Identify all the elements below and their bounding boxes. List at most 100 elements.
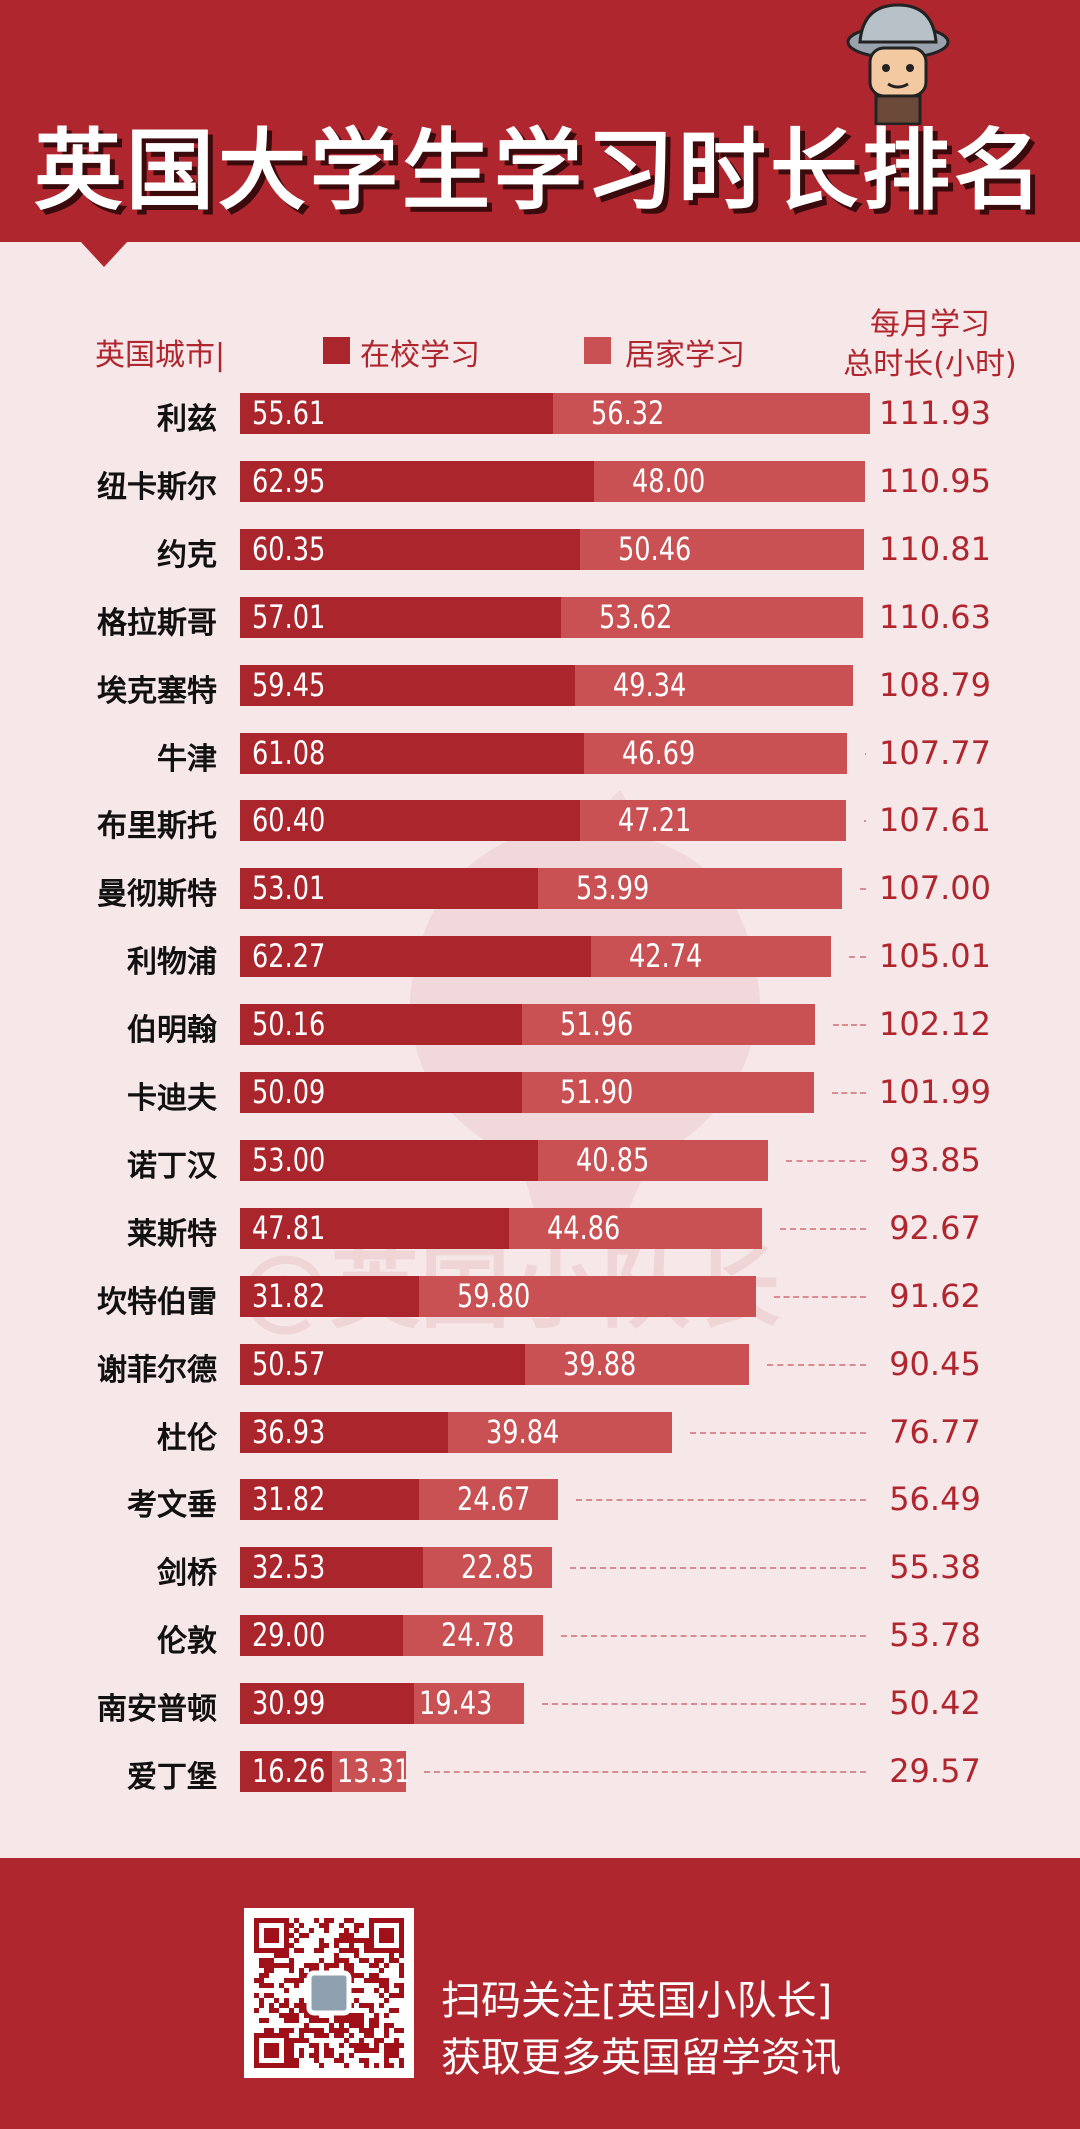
bar-home <box>447 1411 673 1453</box>
total-header-line1: 每月学习 <box>870 307 990 342</box>
bar-school <box>240 1615 404 1657</box>
value-home: 48.00 <box>632 461 706 500</box>
city-label: 伦敦 <box>157 1624 217 1660</box>
total-value: 92.67 <box>889 1208 981 1247</box>
bar-school <box>240 1479 420 1521</box>
leader-line <box>786 1159 866 1162</box>
total-value: 50.42 <box>889 1684 981 1723</box>
page-title: 英国大学生学习时长排名 <box>33 119 1046 222</box>
bar-home <box>560 596 863 638</box>
city-label: 卡迪夫 <box>127 1081 217 1116</box>
bar-school <box>240 1139 539 1181</box>
bar-school <box>240 1547 424 1589</box>
bar-home <box>524 1343 750 1385</box>
legend-home-swatch <box>584 337 611 364</box>
bar-school <box>240 1004 523 1046</box>
value-school: 31.82 <box>252 1276 326 1315</box>
bar-home <box>553 393 871 434</box>
legend-home-label: 居家学习 <box>625 338 745 373</box>
bar-home <box>590 936 832 978</box>
total-value: 91.62 <box>889 1276 981 1315</box>
city-label: 剑桥 <box>157 1556 217 1592</box>
value-home: 46.69 <box>621 733 696 772</box>
city-label: 莱斯特 <box>127 1216 217 1252</box>
value-school: 32.53 <box>252 1548 326 1587</box>
bar-home <box>580 800 846 842</box>
leader-line <box>560 1635 866 1638</box>
bar-school <box>240 596 561 638</box>
bar-home <box>419 1479 559 1521</box>
value-school: 50.09 <box>252 1073 326 1111</box>
city-label: 格拉斯哥 <box>97 605 217 641</box>
leader-line <box>767 1363 866 1366</box>
bar-home <box>403 1615 543 1657</box>
value-home: 39.88 <box>562 1344 637 1383</box>
total-value: 107.00 <box>879 869 991 908</box>
city-label: 南安普顿 <box>97 1692 217 1728</box>
value-home: 50.46 <box>617 529 692 568</box>
city-label: 曼彻斯特 <box>97 877 217 913</box>
legend-city-label: 英国城市| <box>95 338 226 373</box>
bar-home <box>583 732 847 774</box>
value-school: 62.95 <box>252 461 326 500</box>
value-home: 40.85 <box>576 1140 650 1179</box>
bar-school <box>240 1411 448 1453</box>
value-home: 51.96 <box>560 1005 634 1044</box>
leader-line <box>779 1227 866 1230</box>
value-home: 53.62 <box>598 597 673 636</box>
total-value: 93.85 <box>889 1140 981 1179</box>
value-school: 53.01 <box>252 869 326 908</box>
leader-line <box>541 1703 866 1706</box>
leader-line <box>832 1024 866 1027</box>
city-label: 伯明翰 <box>127 1013 217 1049</box>
total-value: 105.01 <box>879 937 991 976</box>
bar-home <box>522 1004 815 1046</box>
bar-home <box>538 1139 769 1181</box>
bar-school <box>240 800 581 842</box>
city-label: 利物浦 <box>127 945 217 981</box>
bar-home <box>538 868 843 910</box>
bar-home <box>574 664 853 706</box>
total-column-header: 每月学习 总时长(小时) <box>820 305 1040 385</box>
leader-line <box>773 1295 866 1298</box>
value-home: 24.78 <box>441 1616 515 1655</box>
value-school: 50.57 <box>252 1344 326 1383</box>
total-value: 90.45 <box>889 1344 981 1383</box>
qr-code <box>244 1908 414 2078</box>
value-school: 59.45 <box>252 665 326 704</box>
value-school: 36.93 <box>252 1412 326 1451</box>
leader-line <box>832 1092 866 1094</box>
city-label: 纽卡斯尔 <box>97 469 217 505</box>
value-school: 57.01 <box>252 597 326 636</box>
city-label: 谢菲尔德 <box>97 1352 217 1388</box>
value-home: 53.99 <box>576 869 650 908</box>
header-notch <box>80 241 128 267</box>
total-value: 110.95 <box>879 461 991 500</box>
value-school: 29.00 <box>252 1616 326 1655</box>
city-label: 利兹 <box>157 402 217 437</box>
bar-school <box>240 528 580 570</box>
city-label: 坎特伯雷 <box>97 1284 217 1320</box>
total-value: 55.38 <box>889 1548 981 1587</box>
leader-line <box>424 1771 866 1773</box>
bar-school <box>240 1343 525 1385</box>
value-home: 39.84 <box>485 1412 560 1451</box>
bar-home <box>594 460 865 502</box>
bar-home <box>522 1072 815 1113</box>
city-label: 布里斯托 <box>97 809 217 845</box>
total-value: 107.61 <box>879 801 991 840</box>
total-value: 53.78 <box>889 1616 981 1655</box>
bar-school <box>240 732 584 774</box>
value-school: 50.16 <box>252 1005 326 1044</box>
bar-home <box>419 1275 756 1317</box>
bar-school <box>240 1072 523 1113</box>
footer-banner <box>0 1858 1080 2129</box>
bar-home <box>414 1683 524 1725</box>
city-label: 杜伦 <box>157 1420 217 1456</box>
footer-follow-text: 扫码关注[英国小队长] <box>441 1978 833 2024</box>
value-school: 60.35 <box>252 529 326 568</box>
total-value: 111.93 <box>879 394 991 432</box>
footer-info-text: 获取更多英国留学资讯 <box>441 2035 841 2081</box>
bar-home <box>579 528 864 570</box>
total-value: 101.99 <box>879 1073 991 1111</box>
